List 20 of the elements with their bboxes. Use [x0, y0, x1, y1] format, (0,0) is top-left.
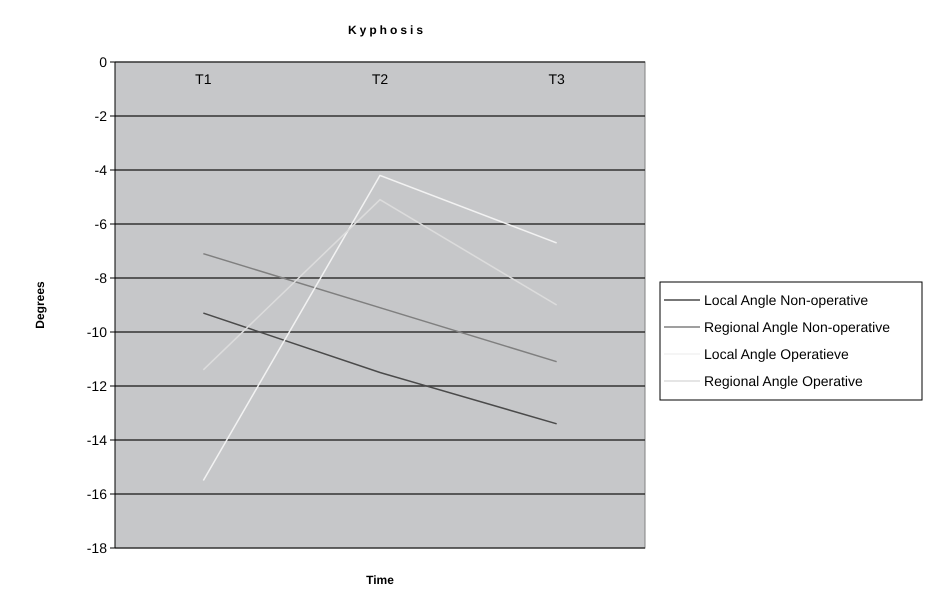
y-tick-label: -4 — [94, 162, 108, 178]
y-tick-label: -10 — [86, 324, 108, 340]
legend-label: Local Angle Non-operative — [704, 292, 868, 308]
y-tick-label: -14 — [86, 432, 108, 448]
y-tick-label: -8 — [94, 270, 108, 286]
y-tick-label: -12 — [86, 378, 108, 394]
y-tick-label: -2 — [94, 108, 108, 124]
y-axis-title: Degrees — [33, 281, 47, 329]
x-tick-label: T2 — [372, 71, 388, 87]
x-axis-title: Time — [366, 573, 394, 587]
y-tick-label: -18 — [86, 540, 108, 556]
chart-title: Kyphosis — [348, 23, 426, 37]
legend-label: Regional Angle Operative — [704, 372, 863, 389]
x-tick-label: T1 — [195, 71, 212, 87]
legend-label: Local Angle Operatieve — [704, 346, 849, 362]
y-tick-label: 0 — [99, 54, 108, 70]
x-tick-label: T3 — [548, 71, 566, 87]
y-tick-label: -16 — [86, 486, 108, 502]
y-tick-label: -6 — [94, 216, 108, 232]
legend-label: Regional Angle Non-operative — [704, 318, 890, 335]
